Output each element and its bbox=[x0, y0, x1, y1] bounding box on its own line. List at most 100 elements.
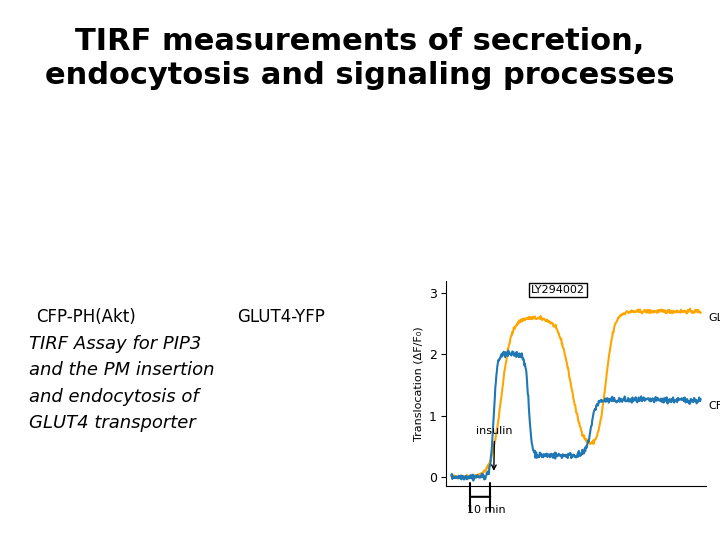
Point bbox=[343, 278, 355, 286]
Point bbox=[129, 204, 140, 213]
Point bbox=[54, 163, 66, 172]
Point bbox=[305, 159, 317, 168]
Point bbox=[322, 156, 333, 165]
Point bbox=[333, 274, 345, 283]
Point bbox=[66, 246, 78, 255]
Point bbox=[193, 159, 204, 168]
Point bbox=[66, 220, 77, 229]
Point bbox=[190, 248, 202, 257]
Point bbox=[167, 154, 179, 163]
Point bbox=[324, 255, 336, 264]
Point bbox=[323, 177, 334, 186]
Point bbox=[304, 240, 315, 249]
Point bbox=[104, 268, 116, 276]
Text: CFP-PH(Akt): CFP-PH(Akt) bbox=[36, 308, 136, 326]
Point bbox=[309, 281, 320, 289]
Point bbox=[9, 134, 20, 143]
Point bbox=[333, 249, 344, 258]
Point bbox=[102, 191, 113, 200]
Point bbox=[22, 160, 34, 168]
Point bbox=[242, 150, 253, 158]
Point bbox=[63, 193, 75, 201]
Point bbox=[382, 143, 394, 151]
Point bbox=[333, 173, 344, 181]
Point bbox=[185, 284, 197, 292]
Point bbox=[280, 196, 292, 205]
Point bbox=[387, 244, 398, 253]
Point bbox=[320, 275, 331, 284]
Point bbox=[165, 247, 176, 256]
Point bbox=[151, 158, 163, 167]
Point bbox=[14, 186, 25, 195]
Point bbox=[76, 252, 88, 261]
Point bbox=[140, 249, 151, 258]
Point bbox=[143, 162, 155, 171]
Point bbox=[143, 186, 154, 194]
Point bbox=[259, 208, 271, 217]
Point bbox=[269, 137, 280, 145]
Point bbox=[113, 237, 125, 246]
Point bbox=[226, 292, 238, 301]
Point bbox=[127, 202, 138, 211]
Point bbox=[116, 287, 127, 296]
Point bbox=[107, 222, 119, 231]
Point bbox=[302, 168, 314, 177]
Point bbox=[307, 192, 318, 200]
Point bbox=[84, 251, 96, 259]
Point bbox=[117, 129, 129, 138]
Point bbox=[407, 232, 418, 240]
Point bbox=[182, 147, 194, 156]
Point bbox=[183, 145, 194, 153]
Point bbox=[132, 194, 143, 202]
Point bbox=[29, 163, 40, 172]
Point bbox=[305, 287, 316, 295]
Point bbox=[319, 170, 330, 178]
Point bbox=[268, 261, 279, 270]
Point bbox=[183, 130, 194, 139]
Point bbox=[282, 239, 293, 247]
Point bbox=[293, 129, 305, 137]
Point bbox=[143, 153, 155, 161]
Point bbox=[158, 288, 170, 296]
Point bbox=[279, 261, 291, 269]
Point bbox=[374, 153, 386, 162]
Point bbox=[256, 249, 268, 258]
Point bbox=[313, 232, 325, 241]
Point bbox=[333, 191, 345, 199]
Point bbox=[142, 258, 153, 267]
Point bbox=[130, 212, 141, 221]
Point bbox=[114, 208, 125, 217]
Point bbox=[333, 252, 344, 261]
Point bbox=[111, 283, 122, 292]
Point bbox=[161, 208, 173, 217]
Point bbox=[233, 174, 244, 183]
Point bbox=[328, 289, 340, 298]
Point bbox=[117, 143, 128, 152]
Point bbox=[355, 259, 366, 268]
Point bbox=[164, 262, 176, 271]
Point bbox=[22, 259, 33, 268]
Point bbox=[380, 174, 392, 183]
Point bbox=[180, 140, 192, 149]
Point bbox=[83, 164, 94, 172]
Point bbox=[60, 124, 72, 133]
Point bbox=[96, 222, 108, 231]
Point bbox=[338, 234, 350, 243]
Point bbox=[168, 177, 179, 185]
Point bbox=[41, 176, 53, 184]
Point bbox=[121, 209, 132, 218]
Point bbox=[148, 187, 159, 196]
Point bbox=[53, 159, 64, 168]
Point bbox=[384, 142, 396, 151]
Point bbox=[112, 255, 123, 264]
Point bbox=[325, 185, 336, 194]
Point bbox=[153, 163, 165, 172]
Point bbox=[225, 150, 237, 159]
Point bbox=[354, 145, 365, 153]
Point bbox=[238, 172, 249, 180]
Point bbox=[262, 226, 274, 234]
Point bbox=[381, 156, 392, 165]
Point bbox=[17, 141, 28, 150]
Point bbox=[294, 208, 306, 217]
Point bbox=[405, 227, 416, 235]
